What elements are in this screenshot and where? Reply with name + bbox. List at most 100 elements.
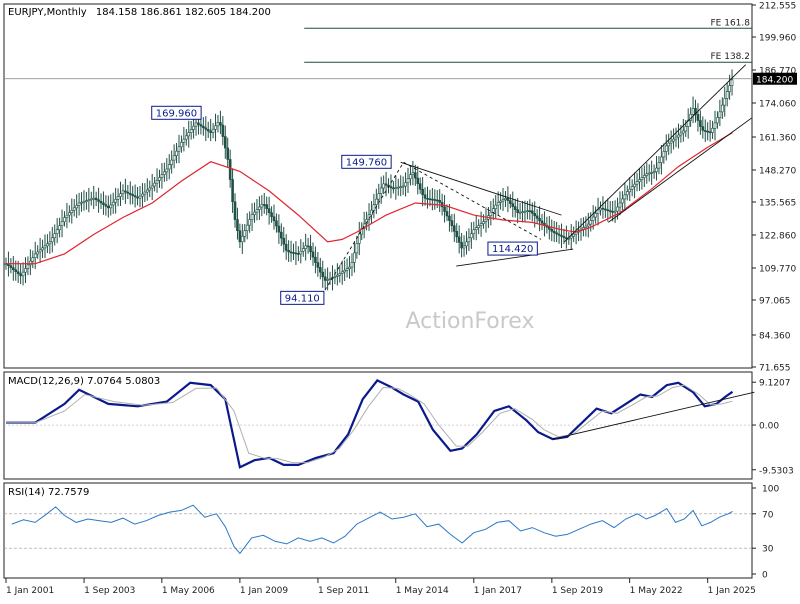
candle-body (428, 198, 432, 200)
candle-body (194, 122, 198, 127)
rsi-title: RSI(14) 72.7579 (8, 487, 89, 498)
x-axis-label: 1 May 2014 (396, 586, 449, 596)
candle-body (109, 204, 113, 209)
candle-body (143, 191, 147, 195)
candle-body (350, 262, 354, 268)
candle-body (718, 111, 722, 118)
candle-body (638, 179, 641, 182)
candle-body (594, 213, 597, 218)
price-axis-label: 97.065 (759, 297, 791, 307)
macd-axis-label: 9.1207 (759, 379, 791, 389)
candle-body (431, 198, 434, 201)
candle-body (314, 256, 317, 263)
candle-body (75, 205, 78, 209)
candle-body (353, 252, 356, 263)
candle-body (611, 211, 614, 213)
candle-body (706, 130, 709, 133)
rsi-line (11, 504, 733, 555)
candle-body (484, 218, 488, 222)
candle-body (31, 257, 35, 262)
candle-body (411, 172, 415, 175)
x-axis-label: 1 Jan 2025 (708, 586, 756, 596)
candle-body (253, 211, 256, 215)
price-axis-label: 148.270 (759, 167, 796, 177)
candle-body (309, 246, 312, 253)
candle-body (623, 194, 627, 200)
rsi-panel-frame (3, 482, 753, 579)
candle-body (557, 233, 561, 236)
candle-body (148, 187, 152, 191)
candle-body (414, 172, 417, 179)
candle-body (53, 233, 57, 239)
candle-body (711, 127, 714, 133)
ohlc-values: 184.158 186.861 182.605 184.200 (96, 7, 271, 18)
candle-body (721, 104, 724, 113)
candle-body (409, 174, 412, 180)
candle-body (470, 233, 473, 239)
candle-body (21, 271, 25, 277)
candle-body (209, 130, 212, 133)
candle-body (655, 167, 658, 173)
candle-body (38, 249, 42, 253)
candle-body (60, 221, 64, 226)
candle-body (138, 195, 142, 199)
candle-body (625, 191, 629, 196)
candle-body (297, 253, 300, 255)
candle-body (635, 181, 639, 185)
candle-body (202, 125, 205, 129)
x-axis-label: 1 Jan 2017 (474, 586, 522, 596)
candle-body (136, 196, 139, 199)
candle-body (46, 243, 49, 247)
trendline (564, 64, 747, 243)
candle-body (589, 220, 593, 225)
candle-body (703, 130, 707, 132)
candle-body (660, 156, 663, 163)
candle-body (674, 136, 678, 140)
candle-body (328, 278, 332, 280)
price-axis-label: 199.960 (759, 34, 796, 44)
candle-body (645, 173, 649, 176)
candle-body (509, 200, 512, 204)
candle-body (82, 201, 86, 203)
candle-body (126, 191, 130, 194)
candle-body (465, 241, 468, 247)
candle-body (321, 271, 325, 278)
macd-trendline (552, 391, 755, 440)
candle-body (180, 142, 183, 148)
candle-body (160, 174, 164, 178)
candle-body (474, 227, 478, 230)
candle-body (182, 138, 186, 143)
candle-body (265, 204, 268, 209)
candle-body (292, 252, 295, 254)
candle-body (199, 124, 203, 127)
candle-body (572, 233, 575, 237)
candle-body (511, 203, 515, 207)
candle-body (494, 204, 498, 209)
candle-body (311, 251, 315, 258)
candle-body (650, 172, 653, 174)
candle-body (550, 228, 554, 232)
candle-body (141, 193, 144, 197)
candle-body (438, 200, 441, 203)
candle-body (450, 220, 454, 227)
candle-body (250, 214, 254, 220)
candle-body (672, 138, 675, 142)
candle-body (72, 207, 76, 211)
candle-body (236, 219, 239, 231)
candle-body (489, 211, 493, 217)
candle-body (318, 267, 322, 273)
candle-body (513, 206, 517, 210)
candle-body (455, 230, 459, 238)
candle-body (716, 117, 719, 124)
current-price-label: 184.200 (756, 76, 793, 86)
axes-layer: 212.555 199.960 186.770 174.060 161.360 148.2… (5, 2, 797, 596)
price-axis-label: 186.770 (759, 67, 796, 77)
candle-body (16, 271, 20, 275)
candle-body (216, 122, 220, 127)
candle-body (29, 260, 32, 266)
price-annotation-box (487, 241, 538, 256)
candle-body (384, 183, 388, 186)
candle-body (338, 273, 342, 276)
candle-body (119, 193, 122, 197)
candle-body (725, 91, 729, 99)
